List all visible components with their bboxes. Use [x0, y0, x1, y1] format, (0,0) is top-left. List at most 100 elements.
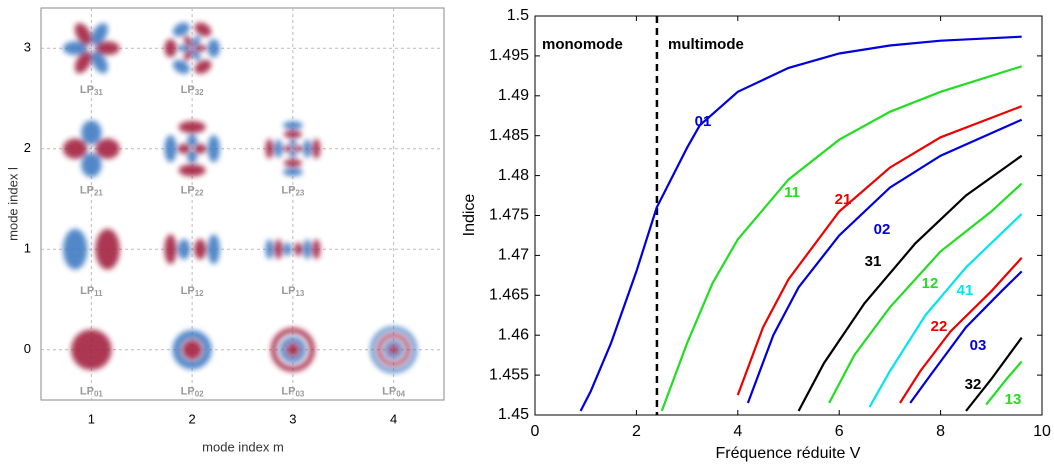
annotation: monomode — [542, 36, 623, 53]
mode-label: LP04 — [382, 386, 406, 399]
mode-lobe — [194, 22, 212, 37]
mode-lobe — [91, 23, 108, 46]
mode-lobe — [207, 39, 220, 58]
mode-lobe — [71, 329, 112, 370]
mode-label: LP23 — [281, 185, 305, 198]
series-line — [660, 65, 1023, 412]
mode-label-base: LP — [281, 185, 295, 197]
mode-lobe — [177, 239, 191, 260]
series-line — [899, 257, 1023, 404]
mode-lobe — [191, 49, 201, 61]
mode-label: LP12 — [181, 285, 205, 298]
y-tick-label: 1.5 — [507, 7, 529, 24]
mode-label-sub: 31 — [94, 88, 103, 97]
mode-label-sub: 32 — [195, 88, 204, 97]
mode-lobe — [95, 41, 120, 55]
mode-pattern — [370, 326, 417, 374]
mode-lobe — [81, 120, 102, 145]
mode-lobe — [283, 159, 302, 168]
mode-label: LP31 — [80, 84, 104, 97]
series-label: 02 — [874, 221, 891, 238]
mode-ring — [370, 326, 417, 374]
mode-lobe — [178, 164, 206, 177]
mode-lobe — [194, 143, 207, 154]
mode-lobe — [289, 139, 297, 148]
y-tick-label: 1.48 — [498, 167, 529, 184]
series-label: 32 — [965, 376, 982, 393]
mode-lobe — [177, 143, 191, 154]
mode-pattern — [164, 22, 220, 74]
series-line — [868, 213, 1023, 408]
y-tick-label: 1.475 — [489, 207, 529, 224]
mode-lobe — [274, 139, 283, 158]
mode-label-base: LP — [80, 386, 94, 398]
mode-lobe — [74, 51, 92, 74]
mode-lobe — [187, 134, 198, 147]
y-tick-label: 1.45 — [498, 406, 529, 423]
mode-pattern — [63, 120, 120, 178]
x-tick-label: 4 — [733, 423, 742, 440]
mode-lobe — [177, 44, 191, 52]
mode-lobe — [194, 59, 212, 74]
y-axis-label: mode index l — [5, 167, 20, 241]
mode-label-base: LP — [181, 185, 195, 197]
series-label: 13 — [1005, 391, 1022, 408]
y-tick-label: 1.485 — [489, 127, 529, 144]
mode-lobe — [63, 138, 88, 159]
y-tick-label: 1 — [24, 241, 31, 256]
mode-lobe — [95, 228, 120, 270]
y-tick-label: 1.495 — [489, 47, 529, 64]
mode-lobe — [164, 39, 177, 58]
mode-label-sub: 21 — [94, 189, 103, 198]
y-tick-label: 1.455 — [489, 366, 529, 383]
mode-lobe — [194, 44, 207, 52]
series-label: 12 — [922, 275, 939, 292]
mode-lobe — [164, 234, 177, 265]
mode-lobe — [274, 239, 283, 260]
mode-lobe — [265, 239, 274, 260]
mode-lobe — [282, 121, 303, 130]
mode-label: LP32 — [181, 84, 205, 97]
y-tick-label: 1.465 — [489, 287, 529, 304]
mode-lobe — [183, 35, 193, 47]
mode-lobe — [294, 145, 303, 153]
mode-lobe — [178, 121, 206, 134]
mode-lobe — [194, 239, 207, 260]
x-tick-label: 2 — [632, 423, 641, 440]
series-line — [965, 336, 1023, 412]
mode-lobe — [183, 49, 193, 61]
mode-lobe — [172, 59, 190, 74]
series-label: 41 — [957, 282, 974, 299]
x-tick-label: 10 — [1033, 423, 1051, 440]
mode-ring — [270, 327, 315, 372]
mode-label-base: LP — [80, 285, 94, 297]
mode-label: LP01 — [80, 386, 104, 399]
mode-pattern — [164, 121, 220, 177]
mode-lobe — [312, 239, 321, 260]
mode-label: LP11 — [80, 285, 103, 298]
mode-label-sub: 22 — [195, 189, 204, 198]
y-tick-label: 3 — [24, 40, 31, 55]
x-tick-label: 2 — [189, 411, 196, 426]
series-label: 11 — [784, 184, 800, 201]
series-line — [797, 154, 1023, 412]
series-label: 22 — [931, 318, 948, 335]
mode-lobe — [283, 242, 292, 257]
mode-lobe — [207, 234, 220, 265]
plot-frame — [40, 7, 445, 401]
mode-lobe — [286, 342, 300, 357]
y-tick-label: 2 — [24, 140, 31, 155]
mode-lobe — [294, 242, 303, 257]
y-tick-label: 1.47 — [498, 247, 529, 264]
mode-lobe — [303, 239, 312, 260]
mode-pattern — [172, 330, 212, 370]
mode-ring — [279, 336, 306, 363]
plot-frame — [534, 15, 1043, 416]
series-line — [909, 270, 1023, 404]
mode-label-base: LP — [382, 386, 396, 398]
mode-label: LP22 — [181, 185, 205, 198]
mode-lobe — [91, 51, 108, 74]
mode-label-sub: 12 — [195, 289, 204, 298]
mode-pattern — [71, 329, 112, 370]
